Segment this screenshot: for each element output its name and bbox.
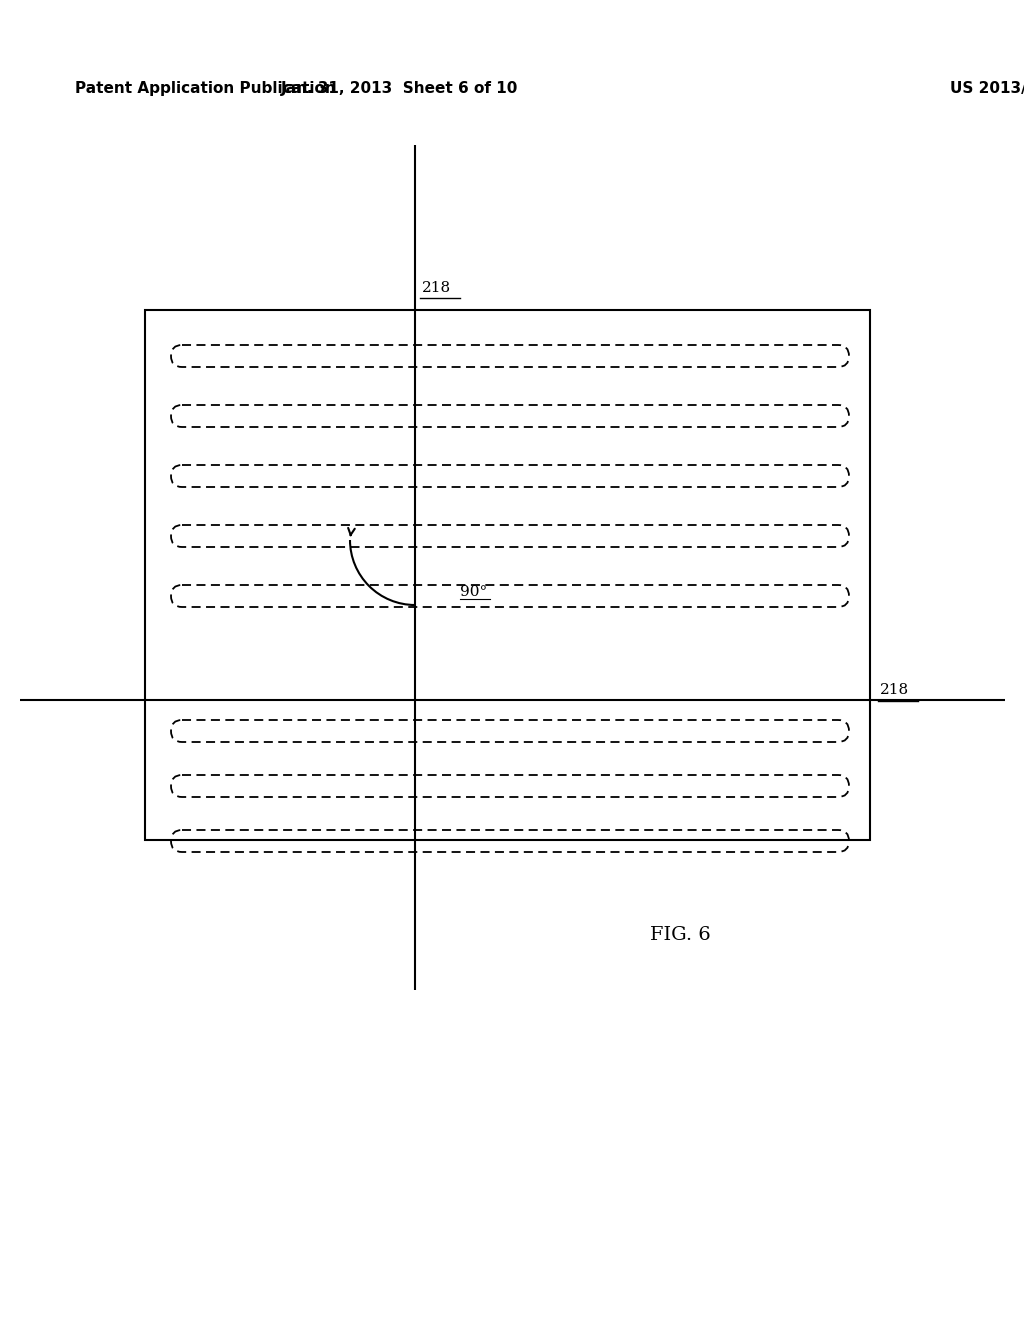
Text: 90°: 90° bbox=[460, 585, 487, 599]
Text: US 2013/0025119 A1: US 2013/0025119 A1 bbox=[950, 81, 1024, 95]
Text: 218: 218 bbox=[422, 281, 452, 294]
Text: FIG. 6: FIG. 6 bbox=[650, 927, 711, 944]
Text: Patent Application Publication: Patent Application Publication bbox=[75, 81, 336, 95]
Text: 218: 218 bbox=[880, 682, 909, 697]
Bar bbox=[145, 310, 870, 840]
Text: Jan. 31, 2013  Sheet 6 of 10: Jan. 31, 2013 Sheet 6 of 10 bbox=[282, 81, 519, 95]
